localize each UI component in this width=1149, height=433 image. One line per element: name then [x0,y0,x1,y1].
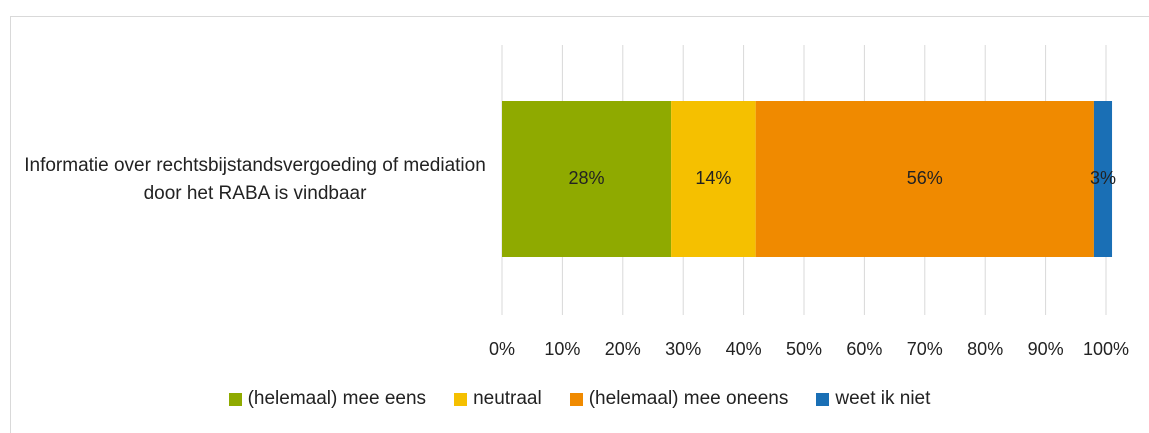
x-tick-label: 60% [846,339,882,359]
legend-item: (helemaal) mee oneens [569,388,789,410]
data-label: 3% [1090,168,1116,188]
legend-swatch [228,392,242,406]
bar-segment [755,101,1094,257]
bar-segment [1093,101,1113,257]
x-tick-label: 40% [726,339,762,359]
legend-swatch [454,392,468,406]
legend-item: weet ik niet [816,388,930,410]
x-tick-label: 10% [544,339,580,359]
x-tick-label: 0% [489,339,515,359]
x-tick-label: 100% [1083,339,1129,359]
legend-swatch [569,392,583,406]
x-tick-label: 50% [786,339,822,359]
legend-label: neutraal [473,388,542,409]
legend-swatch [816,392,830,406]
data-label: 14% [695,168,731,188]
frame [10,16,1149,433]
bar-segment [671,101,756,257]
legend-item: (helemaal) mee eens [228,388,427,410]
x-tick-label: 70% [907,339,943,359]
category-label: Informatie over rechtsbijstandsvergoedin… [24,155,486,204]
x-tick-label: 30% [665,339,701,359]
legend: (helemaal) mee eens neutraal (helemaal) me… [10,388,1149,410]
bar-segment [502,101,672,257]
legend-label: (helemaal) mee eens [247,388,427,409]
x-tick-label: 20% [605,339,641,359]
x-tick-label: 80% [967,339,1003,359]
legend-item: neutraal [454,388,542,410]
data-label: 56% [907,168,943,188]
legend-label: weet ik niet [835,388,931,409]
data-label: 28% [569,168,605,188]
legend-label: (helemaal) mee oneens [588,388,789,409]
x-tick-label: 90% [1028,339,1064,359]
